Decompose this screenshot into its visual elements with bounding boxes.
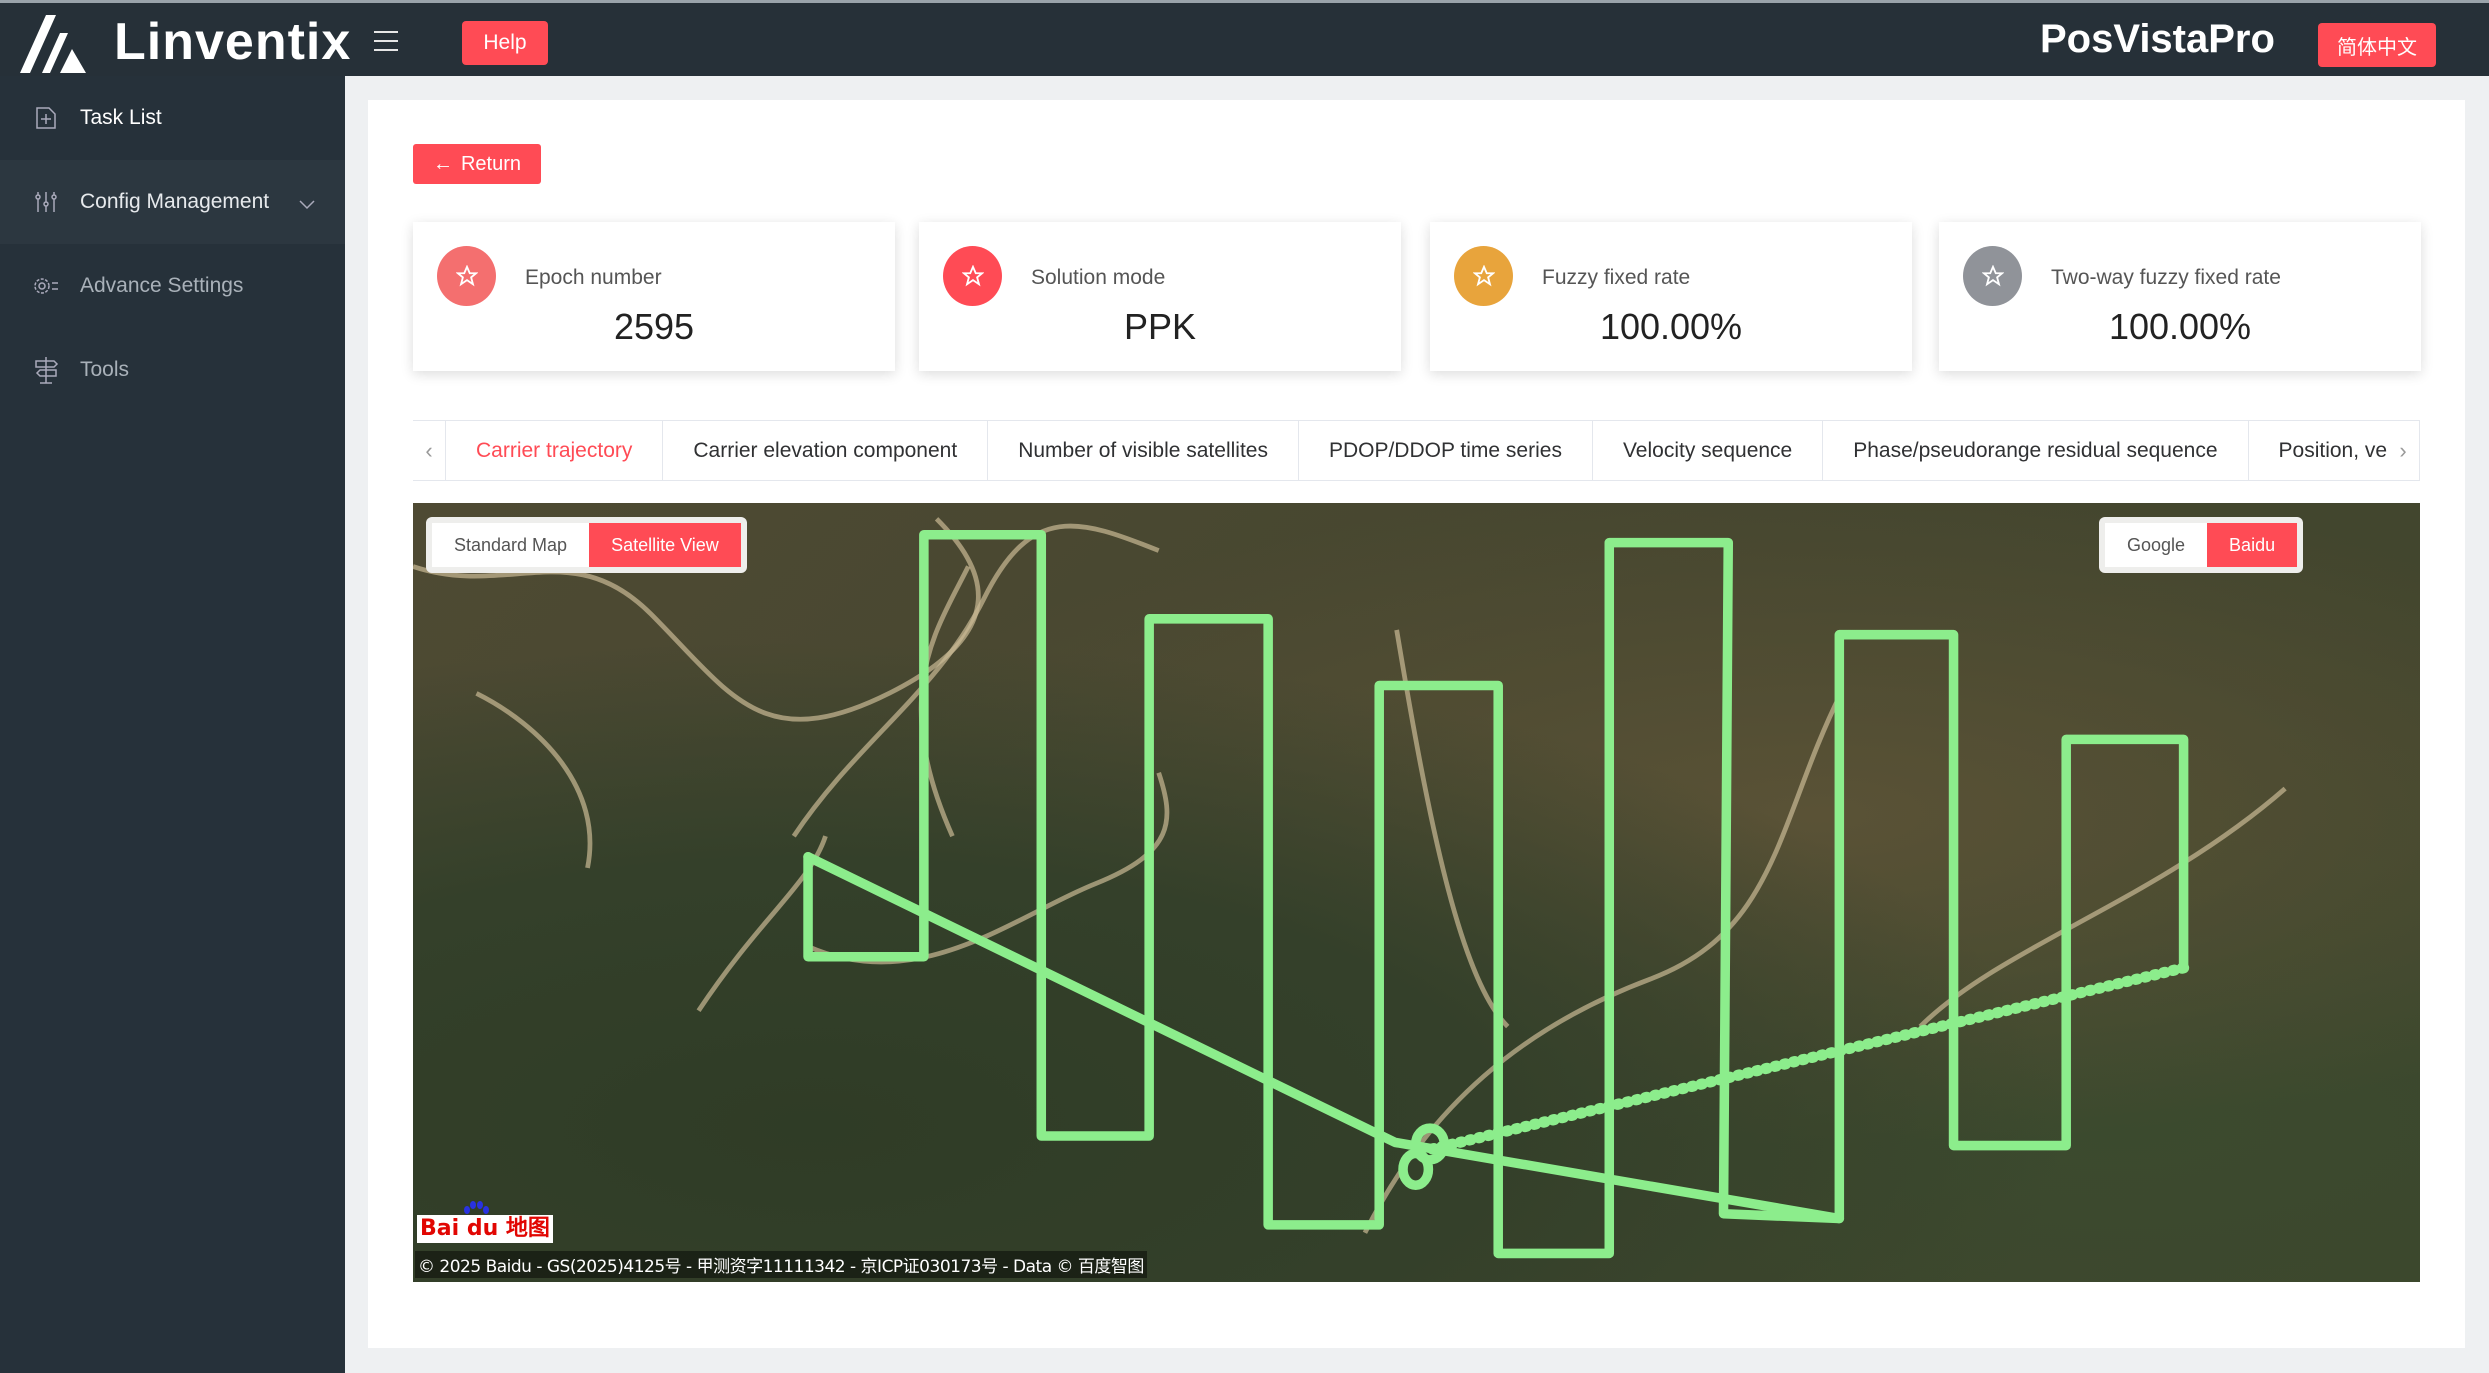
star-icon xyxy=(1454,246,1513,306)
sidebar-item-tools[interactable]: Tools xyxy=(0,328,345,412)
help-button[interactable]: Help xyxy=(462,21,548,65)
star-icon xyxy=(437,246,496,306)
stat-card-two-way-fuzzy-fixed-rate: Two-way fuzzy fixed rate 100.00% xyxy=(1939,222,2421,371)
brand-logo: Linventix xyxy=(16,9,351,75)
stat-label: Epoch number xyxy=(525,266,662,289)
sidebar-item-advance-settings[interactable]: Advance Settings xyxy=(0,244,345,328)
sidebar-item-label: Config Management xyxy=(80,190,270,213)
sidebar-item-label: Tools xyxy=(80,358,130,381)
baidu-map-logo: Bai du 地图 xyxy=(417,1201,553,1245)
google-provider-button[interactable]: Google xyxy=(2105,523,2208,567)
stat-card-fuzzy-fixed-rate: Fuzzy fixed rate 100.00% xyxy=(1430,222,1912,371)
sliders-icon xyxy=(32,188,60,216)
sidebar-item-task-list[interactable]: Task List xyxy=(0,76,345,160)
arrow-left-icon: ← xyxy=(432,152,453,175)
app-title: PosVistaPro xyxy=(2040,17,2275,61)
tab-carrier-trajectory[interactable]: Carrier trajectory xyxy=(445,421,664,480)
return-label: Return xyxy=(460,152,522,175)
map-provider-toggle: Google Baidu xyxy=(2099,517,2304,573)
tab-scroll-left-icon[interactable]: ‹ xyxy=(425,437,433,463)
trajectory-diagonal-line xyxy=(803,852,1845,1224)
trajectory-map[interactable]: Standard Map Satellite View Google Baidu… xyxy=(413,503,2420,1282)
stat-label: Fuzzy fixed rate xyxy=(1542,266,1691,289)
top-header: Linventix Help PosVistaPro 简体中文 xyxy=(0,0,2489,76)
stat-value: 100.00% xyxy=(2108,306,2252,347)
trajectory-loop xyxy=(1410,1123,1450,1165)
linventix-logo-icon xyxy=(20,15,86,73)
tab-phase-pseudorange-residual-sequence[interactable]: Phase/pseudorange residual sequence xyxy=(1823,421,2249,480)
terrain-roads xyxy=(413,517,2287,1234)
sidebar-item-label: Advance Settings xyxy=(80,274,244,297)
stat-value: 100.00% xyxy=(1599,306,1743,347)
tab-number-of-visible-satellites[interactable]: Number of visible satellites xyxy=(988,421,1299,480)
map-copyright: © 2025 Baidu - GS(2025)4125号 - 甲测资字11111… xyxy=(415,1251,1147,1278)
hamburger-menu-icon[interactable] xyxy=(374,31,398,51)
sidebar: Task List Config Management Advance Sett… xyxy=(0,76,345,1373)
trajectory xyxy=(803,529,2190,1259)
star-icon xyxy=(1963,246,2022,306)
map-view-toggle: Standard Map Satellite View xyxy=(426,517,747,573)
sidebar-item-label: Task List xyxy=(80,106,162,129)
standard-map-button[interactable]: Standard Map xyxy=(432,523,590,567)
map-layer xyxy=(413,517,2287,1259)
baidu-paw-icon xyxy=(464,1201,489,1214)
tab-pdop-ddop-time-series[interactable]: PDOP/DDOP time series xyxy=(1299,421,1593,480)
baidu-provider-button[interactable]: Baidu xyxy=(2207,523,2298,567)
stat-label: Two-way fuzzy fixed rate xyxy=(2051,266,2281,289)
stat-card-epoch-number: Epoch number 2595 xyxy=(413,222,895,371)
tab-position-velocity[interactable]: Position, vel xyxy=(2278,438,2387,462)
stat-label: Solution mode xyxy=(1031,266,1166,289)
chart-tabs: ‹ Carrier trajectory Carrier elevation c… xyxy=(413,420,2420,481)
chevron-down-icon xyxy=(299,192,315,216)
tab-carrier-elevation-component[interactable]: Carrier elevation component xyxy=(663,421,989,480)
signpost-icon xyxy=(32,356,60,384)
language-button[interactable]: 简体中文 xyxy=(2318,23,2436,67)
satellite-view-button[interactable]: Satellite View xyxy=(589,523,741,567)
star-icon xyxy=(943,246,1002,306)
file-plus-icon xyxy=(32,104,60,132)
baidu-logo-text: Bai du 地图 xyxy=(417,1215,553,1243)
sidebar-item-config-management[interactable]: Config Management xyxy=(0,160,345,244)
return-button[interactable]: ← Return xyxy=(413,144,541,184)
trajectory-dotted-line xyxy=(1421,962,2190,1156)
main-content: ← Return Epoch number 2595 Solution mode… xyxy=(368,100,2465,1348)
stat-value: PPK xyxy=(1123,306,1197,347)
gear-list-icon xyxy=(32,272,60,300)
tab-scroll-right-icon[interactable]: › xyxy=(2399,437,2407,463)
stat-card-solution-mode: Solution mode PPK xyxy=(919,222,1401,371)
tab-velocity-sequence[interactable]: Velocity sequence xyxy=(1593,421,1824,480)
logo-text: Linventix xyxy=(114,13,352,71)
trajectory-survey-lines xyxy=(803,529,2189,1259)
stat-value: 2595 xyxy=(613,306,695,347)
